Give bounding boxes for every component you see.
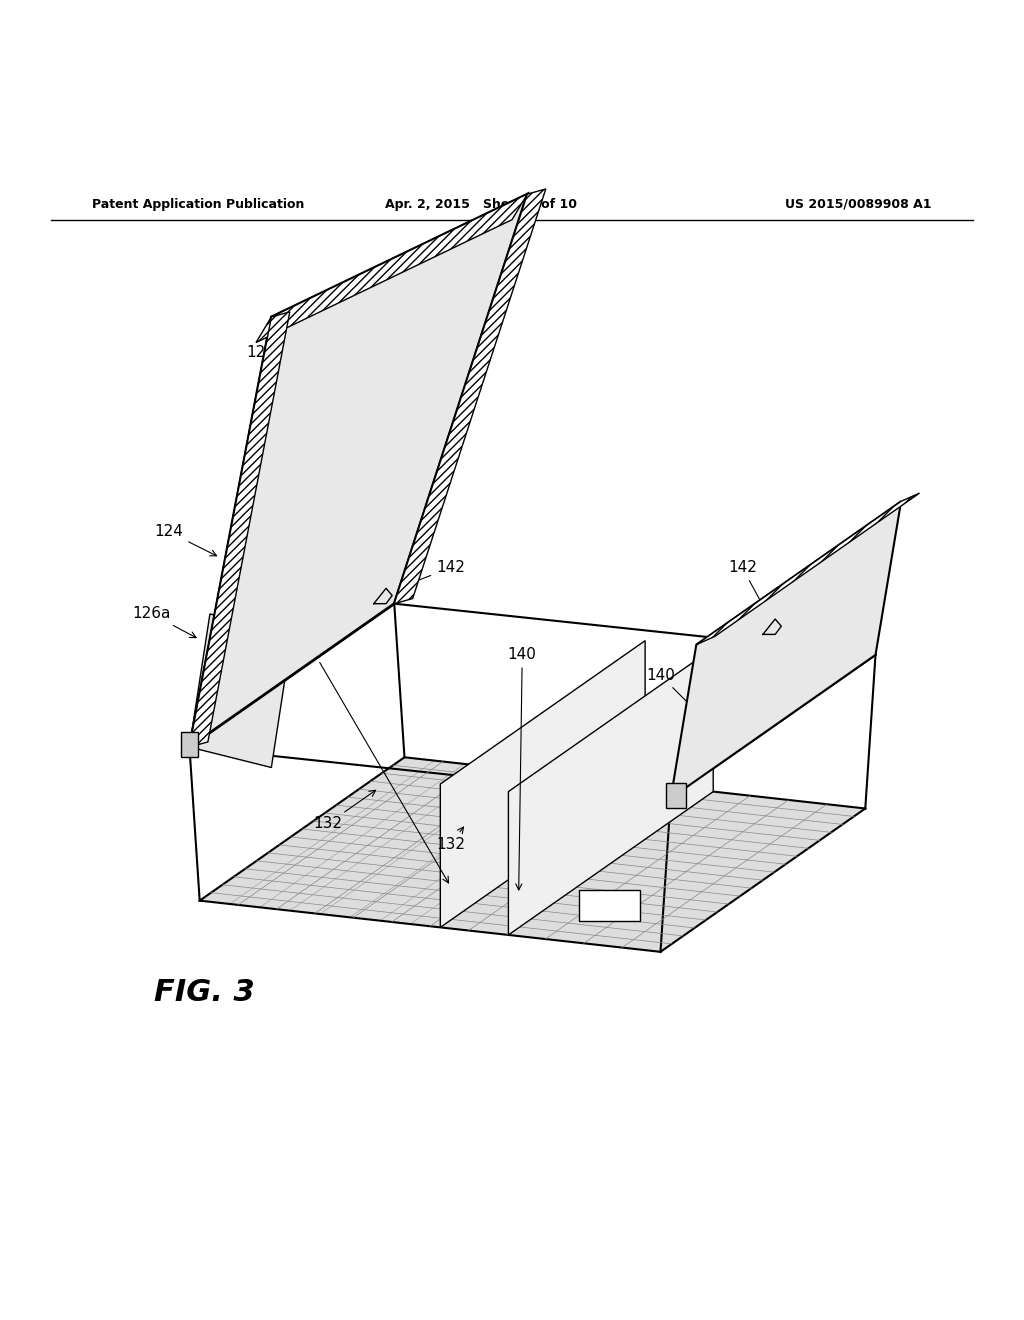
Text: Apr. 2, 2015   Sheet 3 of 10: Apr. 2, 2015 Sheet 3 of 10 [385, 198, 578, 211]
Text: 126b: 126b [800, 616, 839, 632]
Polygon shape [189, 312, 290, 747]
Text: 132: 132 [436, 828, 465, 851]
Text: 130a: 130a [721, 627, 767, 648]
Polygon shape [189, 194, 527, 747]
Polygon shape [696, 494, 920, 644]
Text: 140: 140 [298, 643, 449, 883]
Text: 124: 124 [155, 524, 216, 556]
Text: 142: 142 [728, 560, 771, 620]
Polygon shape [394, 189, 546, 603]
Text: 140: 140 [508, 647, 537, 890]
Text: 132: 132 [313, 791, 376, 832]
Text: 130: 130 [800, 586, 828, 601]
Text: 140: 140 [646, 668, 698, 714]
Polygon shape [666, 783, 686, 808]
Text: US 2015/0089908 A1: US 2015/0089908 A1 [785, 198, 932, 211]
Text: 126a: 126a [132, 606, 197, 638]
Polygon shape [189, 614, 292, 767]
Polygon shape [200, 758, 865, 952]
Polygon shape [579, 891, 640, 921]
Text: FIG. 3: FIG. 3 [155, 978, 255, 1007]
Text: Patent Application Publication: Patent Application Publication [92, 198, 304, 211]
Polygon shape [181, 731, 198, 758]
Text: 122: 122 [247, 346, 305, 407]
Polygon shape [671, 502, 901, 799]
Text: 126c: 126c [335, 586, 372, 610]
Polygon shape [509, 648, 713, 935]
Polygon shape [256, 194, 527, 343]
Polygon shape [440, 640, 645, 928]
Text: 142: 142 [388, 560, 465, 593]
